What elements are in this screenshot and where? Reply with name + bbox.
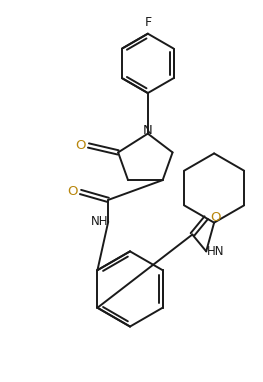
Text: F: F — [144, 16, 151, 29]
Text: O: O — [67, 186, 78, 199]
Text: NH: NH — [90, 215, 108, 228]
Text: HN: HN — [207, 245, 225, 258]
Text: O: O — [75, 139, 86, 152]
Text: O: O — [210, 211, 220, 224]
Text: N: N — [143, 124, 153, 137]
